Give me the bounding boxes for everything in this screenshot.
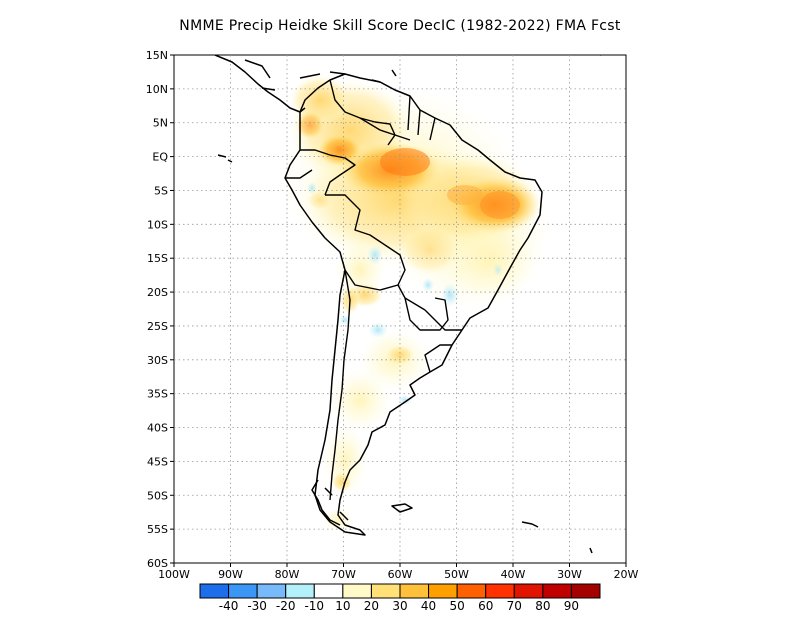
colorbar-label: 10 (335, 599, 350, 613)
lat-tick-label: 50S (147, 489, 168, 502)
lat-tick-label: 45S (147, 455, 168, 468)
colorbar-swatch (228, 583, 258, 599)
lat-tick-label: 25S (147, 320, 168, 333)
lat-tick-label: 5S (154, 184, 168, 197)
lon-tick-label: 20W (614, 568, 639, 581)
country-borders (285, 79, 462, 501)
lon-tick-label: 90W (218, 568, 243, 581)
lat-tick-label: 40S (147, 422, 168, 435)
grid-lines (174, 55, 626, 563)
colorbar-label: -40 (219, 599, 239, 613)
colorbar-swatch (370, 583, 401, 599)
colorbar-swatch (256, 583, 287, 599)
colorbar-label: -20 (276, 599, 296, 613)
lat-tick-label: 35S (147, 388, 168, 401)
colorbar-label: 40 (421, 599, 436, 613)
colorbar-label: 90 (564, 599, 579, 613)
latitude-ticks: 15N 10N 5N EQ 5S 10S 15S 20S 25S 30S 35S 40S 45S 50S 5… (146, 49, 174, 570)
lat-tick-label: 10N (146, 83, 168, 96)
colorbar-swatch (570, 583, 601, 599)
colorbar-label: 20 (364, 599, 379, 613)
lon-tick-label: 100W (158, 568, 190, 581)
colorbar-swatch (513, 583, 544, 599)
lon-tick-label: 80W (275, 568, 300, 581)
colorbar-swatch (456, 583, 487, 599)
map-title: NMME Precip Heidke Skill Score DecIC (19… (179, 18, 621, 34)
lat-tick-label: 5N (153, 117, 168, 130)
colorbar-label: 50 (450, 599, 465, 613)
colorbar-swatch (399, 583, 430, 599)
lon-tick-label: 60W (388, 568, 413, 581)
colorbar-swatch (199, 583, 230, 599)
longitude-ticks: 100W 90W 80W 70W 60W 50W 40W 30W 20W (158, 563, 639, 581)
lon-tick-label: 70W (331, 568, 356, 581)
colorbar-swatch (285, 583, 315, 599)
lat-tick-label: 30S (147, 354, 168, 367)
colorbar-label: 60 (478, 599, 493, 613)
colorbar: -40 -30 -20 -10 10 20 30 40 50 60 70 80 90 (199, 583, 601, 613)
lon-tick-label: 30W (557, 568, 582, 581)
lat-tick-label: 55S (147, 523, 168, 536)
colorbar-label: -10 (304, 599, 324, 613)
colorbar-swatch (313, 583, 344, 599)
lat-tick-label: 60S (147, 557, 168, 570)
colorbar-label: 30 (392, 599, 407, 613)
lat-tick-label: EQ (152, 151, 168, 164)
colorbar-label: 80 (535, 599, 550, 613)
lat-tick-label: 10S (147, 218, 168, 231)
lon-tick-label: 40W (501, 568, 526, 581)
lat-tick-label: 15S (147, 252, 168, 265)
lat-tick-label: 20S (147, 286, 168, 299)
colorbar-swatch (485, 583, 515, 599)
colorbar-swatch (428, 583, 458, 599)
lat-tick-label: 15N (146, 49, 168, 62)
colorbar-swatch (542, 583, 572, 599)
colorbar-swatch (342, 583, 372, 599)
colorbar-label: 70 (507, 599, 522, 613)
lon-tick-label: 50W (444, 568, 469, 581)
colorbar-label: -30 (247, 599, 267, 613)
